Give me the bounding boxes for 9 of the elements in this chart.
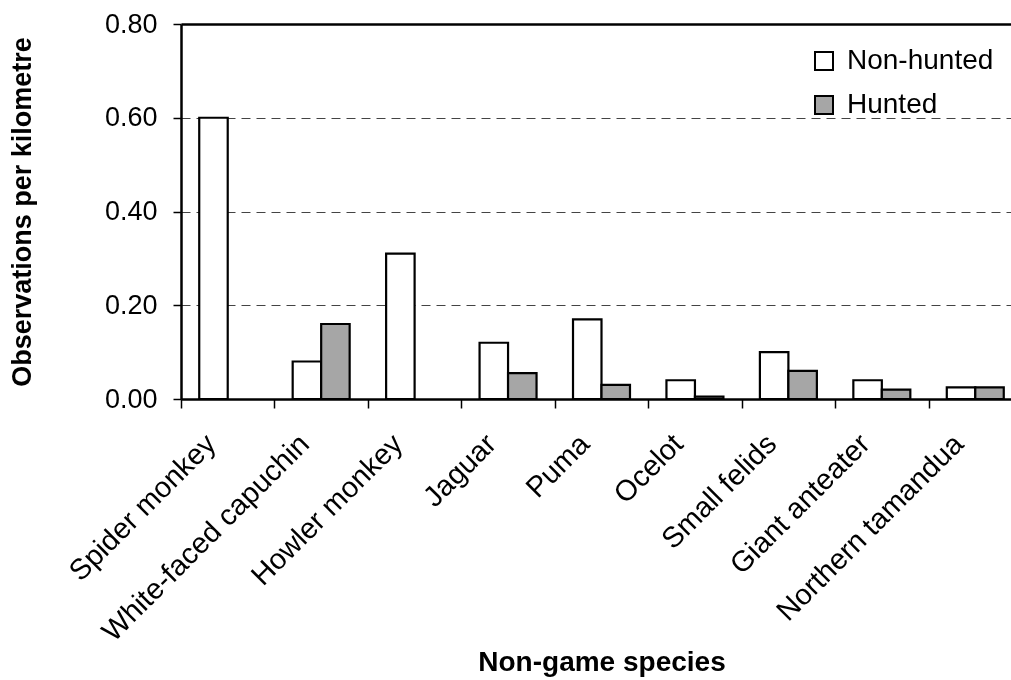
legend-label: Non-hunted [847,44,994,75]
y-tick-label: 0.40 [104,196,158,226]
legend-label: Hunted [847,88,938,119]
y-axis-title: Observations per kilometre [6,37,37,387]
y-tick-label: 0.60 [104,102,158,133]
y-tick-label: 0.80 [104,8,158,39]
y-tick-label: 0.00 [104,383,158,414]
x-axis-title: Non-game species [478,645,726,677]
y-tick-label: 0.20 [104,289,158,320]
